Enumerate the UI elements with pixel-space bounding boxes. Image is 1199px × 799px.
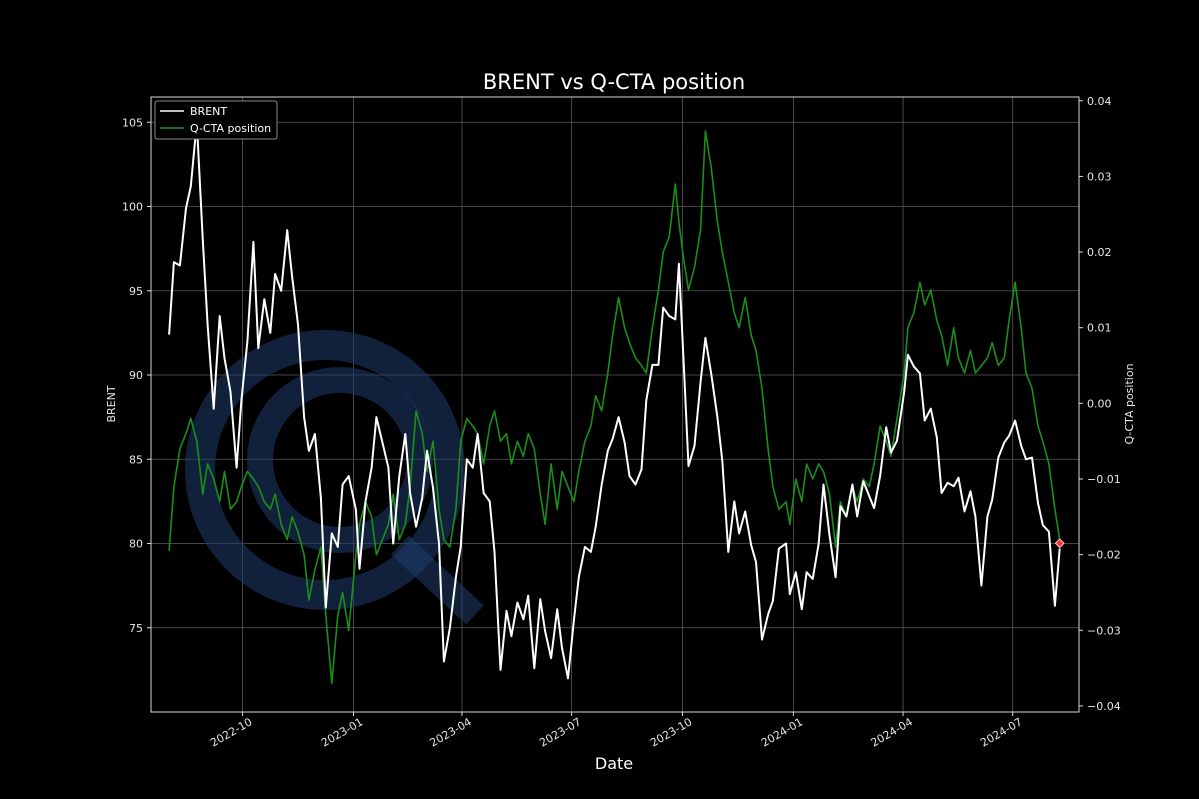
series-line-q-cta-position [168,130,1061,685]
chart-title: BRENT vs Q-CTA position [483,70,745,94]
y-right-tick-label: 0.03 [1087,170,1112,183]
y-axis-right: −0.04 −0.03 −0.02 −0.01 0.00 0.01 0.02 0.03 0.04 [1079,95,1121,713]
legend-label-brent: BRENT [190,105,227,118]
legend: BRENT Q-CTA position [154,100,278,140]
y-right-tick-label: 0.04 [1087,95,1112,108]
watermark-inner-ring [247,367,433,553]
y-left-tick-label: 100 [122,201,143,214]
y-right-tick-label: −0.02 [1087,549,1121,562]
y-right-tick-label: 0.00 [1087,397,1112,410]
legend-box [154,100,278,140]
y-right-tick-label: 0.01 [1087,322,1112,335]
y-axis-left-label: BRENT [105,385,118,422]
watermark-tail [391,535,484,625]
legend-label-position: Q-CTA position [190,122,271,135]
series-line-brent [168,121,1061,680]
y-axis-left: 75 80 85 90 95 100 105 [122,116,151,635]
y-left-tick-label: 95 [129,285,143,298]
y-axis-right-label: Q-CTA position [1123,363,1136,444]
x-axis-label: Date [595,754,633,773]
series-layer [168,121,1065,685]
y-right-tick-label: −0.04 [1087,700,1121,713]
y-left-tick-label: 80 [129,538,143,551]
y-right-tick-label: 0.02 [1087,246,1112,259]
y-right-tick-label: −0.01 [1087,473,1121,486]
y-left-tick-label: 75 [129,622,143,635]
y-left-tick-label: 90 [129,369,143,382]
y-right-tick-label: −0.03 [1087,624,1121,637]
y-left-tick-label: 105 [122,116,143,129]
latest-position-marker [1054,538,1065,549]
plot-frame [150,96,1080,713]
y-left-tick-label: 85 [129,453,143,466]
grid [151,97,1079,712]
